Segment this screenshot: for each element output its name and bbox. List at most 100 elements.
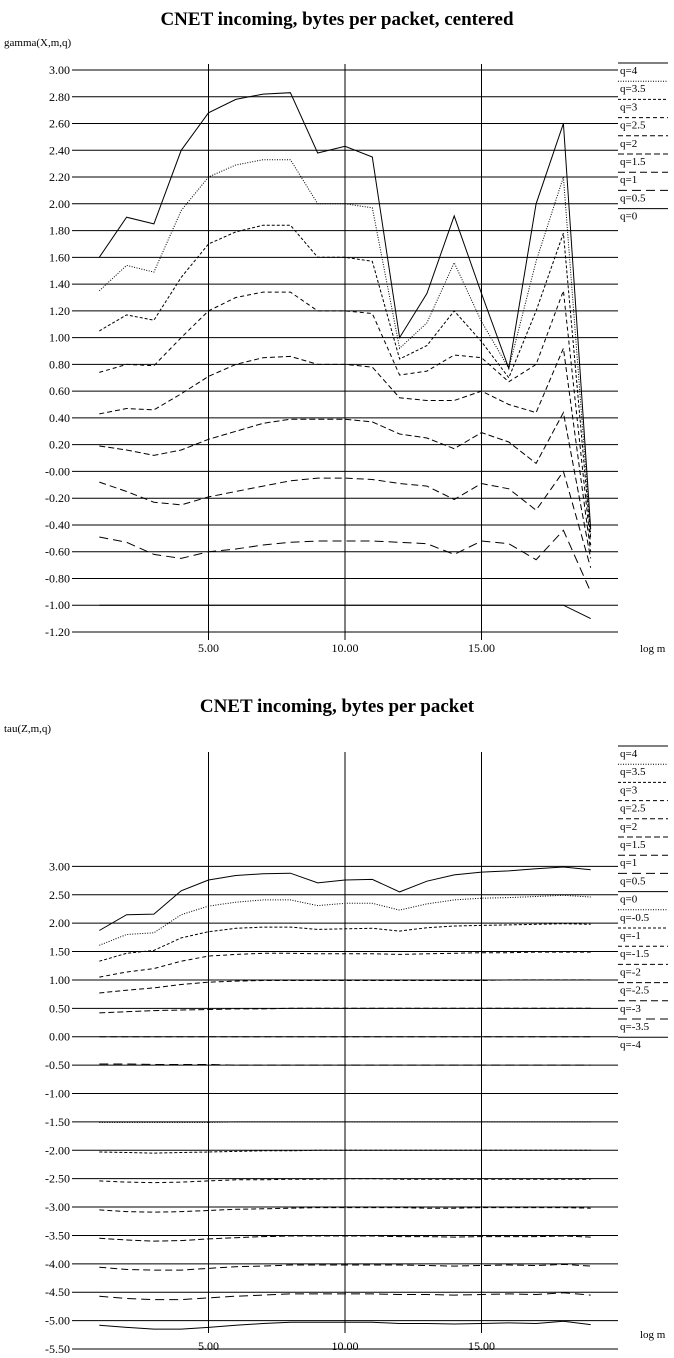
legend-label: q=1	[620, 174, 637, 186]
x-axis-label: log m	[640, 643, 666, 655]
legend-label: q=-3.5	[620, 1021, 650, 1033]
series-line	[99, 470, 592, 568]
x-axis-label: log m	[640, 1329, 666, 1341]
legend-label: q=-1	[620, 930, 641, 942]
series-line	[99, 1263, 591, 1271]
series-line	[99, 1235, 591, 1242]
y-tick-label: 2.00	[49, 197, 70, 211]
x-tick-label: 5.00	[198, 1339, 219, 1353]
y-tick-label: 1.50	[49, 945, 70, 959]
y-tick-label: 1.40	[49, 277, 70, 291]
series-line	[99, 1063, 591, 1066]
y-tick-label: 0.00	[49, 1030, 70, 1044]
series-line	[99, 1007, 591, 1014]
y-tick-label: 2.60	[49, 117, 70, 131]
series-line	[99, 224, 592, 539]
y-tick-label: -0.20	[45, 491, 70, 505]
y-tick-label: -0.80	[45, 571, 70, 585]
legend-label: q=3	[620, 101, 638, 113]
series-line	[99, 290, 592, 546]
legend-label: q=2.5	[620, 120, 646, 132]
legend-label: q=4	[620, 748, 638, 760]
y-tick-label: -0.60	[45, 545, 70, 559]
legend-label: q=-2	[620, 966, 641, 978]
y-tick-label: 2.50	[49, 888, 70, 902]
y-tick-label: 0.20	[49, 438, 70, 452]
legend-label: q=1.5	[620, 839, 646, 851]
y-tick-label: -1.20	[45, 625, 70, 639]
series-line	[99, 346, 592, 552]
y-tick-label: 0.50	[49, 1001, 70, 1015]
series-line	[99, 923, 591, 962]
y-tick-label: -5.50	[45, 1342, 70, 1356]
y-tick-label: -0.00	[45, 464, 70, 478]
series-line	[99, 1149, 591, 1154]
y-tick-label: 1.00	[49, 973, 70, 987]
series-line	[99, 979, 591, 994]
legend-label: q=-3	[620, 1003, 641, 1015]
legend-label: q=0	[620, 894, 638, 906]
legend-label: q=1	[620, 857, 637, 869]
y-tick-label: -1.00	[45, 598, 70, 612]
chart-title: CNET incoming, bytes per packet, centere…	[160, 9, 514, 30]
series-line	[99, 411, 592, 559]
series-line	[99, 951, 591, 978]
y-tick-label: 3.00	[49, 63, 70, 77]
chart-tau-svg: CNET incoming, bytes per packet tau(Z,m,q…	[4, 696, 668, 1356]
y-tick-label: -0.50	[45, 1058, 70, 1072]
y-axis-label: tau(Z,m,q)	[4, 723, 51, 735]
legend-label: q=0.5	[620, 192, 646, 204]
series-line	[99, 529, 592, 593]
x-tick-label: 5.00	[198, 641, 219, 655]
y-tick-label: 1.60	[49, 250, 70, 264]
y-tick-label: -2.50	[45, 1172, 70, 1186]
series-line	[99, 1320, 591, 1330]
y-tick-label: 3.00	[49, 859, 70, 873]
legend-label: q=-1.5	[620, 948, 650, 960]
y-tick-label: 2.20	[49, 170, 70, 184]
y-tick-label: 1.80	[49, 224, 70, 238]
legend-label: q=-0.5	[620, 912, 650, 924]
legend-label: q=2.5	[620, 803, 646, 815]
legend-label: q=0.5	[620, 875, 646, 887]
series-line	[99, 1121, 591, 1123]
x-tick-label: 10.00	[332, 641, 359, 655]
legend-label: q=2	[620, 821, 637, 833]
y-tick-label: 0.60	[49, 384, 70, 398]
legend-label: q=-2.5	[620, 985, 650, 997]
y-tick-label: -5.00	[45, 1314, 70, 1328]
legend-label: q=4	[620, 65, 638, 77]
series-line	[99, 604, 591, 620]
y-tick-label: 1.00	[49, 331, 70, 345]
y-axis-label: gamma(X,m,q)	[4, 37, 72, 49]
legend-label: q=1.5	[620, 156, 646, 168]
y-tick-label: -1.00	[45, 1087, 70, 1101]
legend-label: q=2	[620, 138, 637, 150]
chart-gamma: CNET incoming, bytes per packet, centere…	[0, 0, 674, 660]
y-tick-label: -4.50	[45, 1285, 70, 1299]
y-tick-label: -3.50	[45, 1228, 70, 1242]
legend-label: q=3	[620, 784, 638, 796]
x-tick-label: 15.00	[468, 1339, 495, 1353]
series-line	[98, 159, 592, 535]
y-tick-label: -3.00	[45, 1200, 70, 1214]
x-tick-label: 10.00	[332, 1339, 359, 1353]
y-tick-label: 1.20	[49, 304, 70, 318]
legend-label: q=-4	[620, 1039, 641, 1051]
legend-label: q=3.5	[620, 83, 646, 95]
y-tick-label: 2.80	[49, 90, 70, 104]
series-line	[99, 1292, 591, 1301]
chart-title: CNET incoming, bytes per packet	[200, 696, 475, 717]
series-line	[99, 866, 591, 931]
chart-tau: CNET incoming, bytes per packet tau(Z,m,q…	[0, 688, 674, 1358]
x-tick-label: 15.00	[468, 641, 495, 655]
series-line	[99, 1178, 591, 1184]
series-line	[99, 1207, 591, 1213]
legend-label: q=0	[620, 211, 638, 223]
y-tick-label: -0.40	[45, 518, 70, 532]
y-tick-label: 2.40	[49, 143, 70, 157]
series-line	[99, 894, 591, 946]
y-tick-label: -4.00	[45, 1257, 70, 1271]
y-tick-label: -1.50	[45, 1115, 70, 1129]
y-tick-label: -2.00	[45, 1143, 70, 1157]
